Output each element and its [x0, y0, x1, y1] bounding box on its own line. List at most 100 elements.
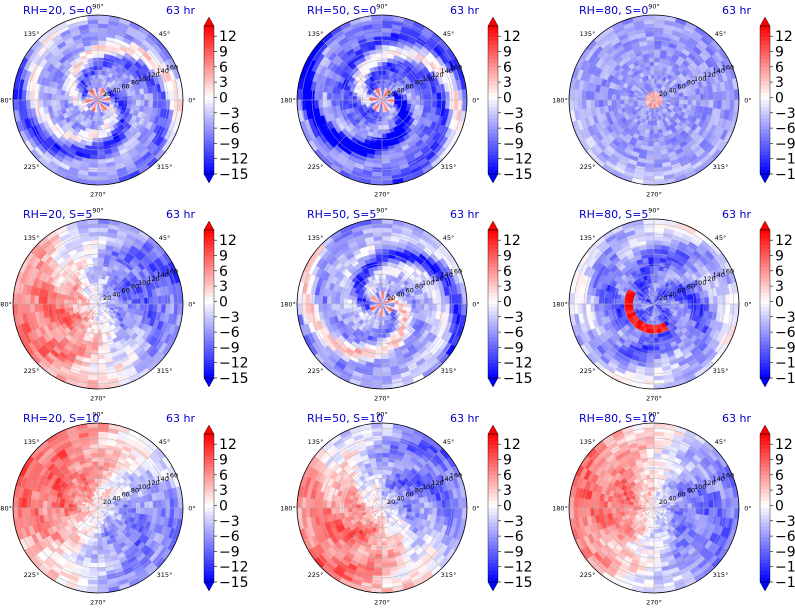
field-cell [360, 97, 366, 101]
azimuth-tick-label: 90° [92, 3, 104, 11]
field-cell [376, 337, 383, 343]
colorbar-extend-max [203, 220, 215, 231]
field-cell [371, 23, 383, 29]
field-cell [402, 303, 408, 308]
azimuth-tick-label: 270° [646, 191, 662, 199]
colorbar-segment [204, 26, 214, 31]
field-cell [653, 141, 661, 147]
field-cell [428, 297, 434, 305]
colorbar-segment [204, 74, 214, 79]
field-cell [330, 99, 336, 107]
field-cell [97, 171, 109, 177]
colorbar-segment [204, 48, 214, 53]
field-cell [123, 303, 128, 309]
radial-tick-label: 160 [722, 63, 734, 71]
colorbar-tick-label: 3 [503, 75, 512, 91]
colorbar-segment [488, 155, 498, 160]
azimuth-tick-label: 0° [188, 97, 195, 105]
field-cell [577, 99, 583, 111]
field-cell [436, 303, 442, 312]
colorbar-segment [488, 140, 498, 145]
colorbar-tick-label: −6 [219, 325, 240, 341]
field-cell [97, 31, 108, 38]
field-cell [428, 99, 434, 107]
colorbar-segment [204, 40, 214, 46]
colorbar-segment [204, 289, 214, 294]
field-cell [577, 89, 583, 101]
field-cell [152, 296, 158, 305]
colorbar-segment [204, 348, 214, 353]
radial-tick-label: 60 [122, 287, 130, 295]
colorbar-segment [204, 300, 214, 305]
field-cell [305, 89, 311, 101]
field-cell [375, 252, 383, 258]
field-cell [313, 99, 320, 110]
field-cell [381, 40, 390, 46]
azimuth-tick-label: 225° [580, 163, 596, 171]
colorbar-segment [204, 370, 214, 375]
azimuth-tick-label: 180° [552, 97, 568, 105]
colorbar-segment [488, 118, 498, 123]
colorbar-segment [204, 122, 214, 127]
field-cell [381, 350, 389, 356]
colorbar-segment [488, 77, 498, 83]
field-cell [97, 350, 105, 356]
field-cell [374, 44, 383, 50]
field-cell [444, 90, 451, 101]
field-cell [51, 99, 57, 107]
field-cell [407, 99, 412, 105]
field-cell [97, 61, 104, 67]
colorbar-segment [204, 118, 214, 123]
colorbar-segment [488, 85, 498, 90]
field-cell [97, 358, 106, 364]
polar-panel: 20 40 60 8010012014016090°45°0°315°270°225°… [0, 207, 249, 403]
field-cell [453, 89, 459, 101]
field-cell [93, 125, 99, 130]
field-cell [648, 61, 655, 67]
field-cell [139, 303, 145, 311]
azimuth-tick-label: 45° [159, 30, 171, 38]
field-cell [704, 99, 710, 108]
azimuth-tick-label: 45° [443, 30, 455, 38]
field-cell [653, 171, 665, 177]
colorbar-segment [204, 341, 214, 346]
panel-time-label: 63 hr [166, 4, 195, 17]
field-cell [118, 99, 124, 104]
azimuth-tick-label: 225° [24, 163, 40, 171]
field-cell [343, 303, 349, 310]
colorbar-segment [204, 100, 214, 105]
field-cell [647, 48, 655, 54]
colorbar-tick-label: −3 [219, 106, 240, 122]
field-cell [97, 44, 106, 50]
field-cell [322, 303, 328, 312]
colorbar-segment [204, 103, 214, 108]
field-cell [423, 93, 429, 101]
colorbar-segment [488, 159, 498, 164]
field-cell [423, 99, 429, 107]
colorbar-tick-label: 0 [503, 90, 512, 106]
field-cell [377, 125, 383, 130]
field-cell [88, 31, 99, 38]
field-cell [352, 299, 357, 305]
field-cell [148, 296, 154, 305]
field-cell [725, 89, 731, 101]
radial-tick-label: 160 [166, 63, 178, 71]
field-cell [110, 99, 116, 103]
field-cell [381, 23, 393, 29]
field-cell [94, 120, 99, 126]
colorbar-tick-label: 12 [503, 29, 521, 45]
radial-tick-label: 20 [103, 294, 111, 302]
azimuth-tick-label: 135° [24, 234, 40, 242]
colorbar-segment [488, 74, 498, 79]
field-cell [444, 99, 451, 110]
colorbar-segment [204, 241, 214, 246]
field-cell [72, 300, 78, 305]
panel-title: RH=80, S=0 [579, 4, 648, 17]
field-cell [644, 31, 655, 38]
field-cell [51, 93, 57, 101]
polar-panel: 20 40 60 8010012014016090°45°0°315°270°225°… [280, 3, 532, 199]
field-cell [415, 303, 421, 310]
colorbar-extend-max [487, 16, 499, 27]
field-cell [632, 97, 638, 101]
